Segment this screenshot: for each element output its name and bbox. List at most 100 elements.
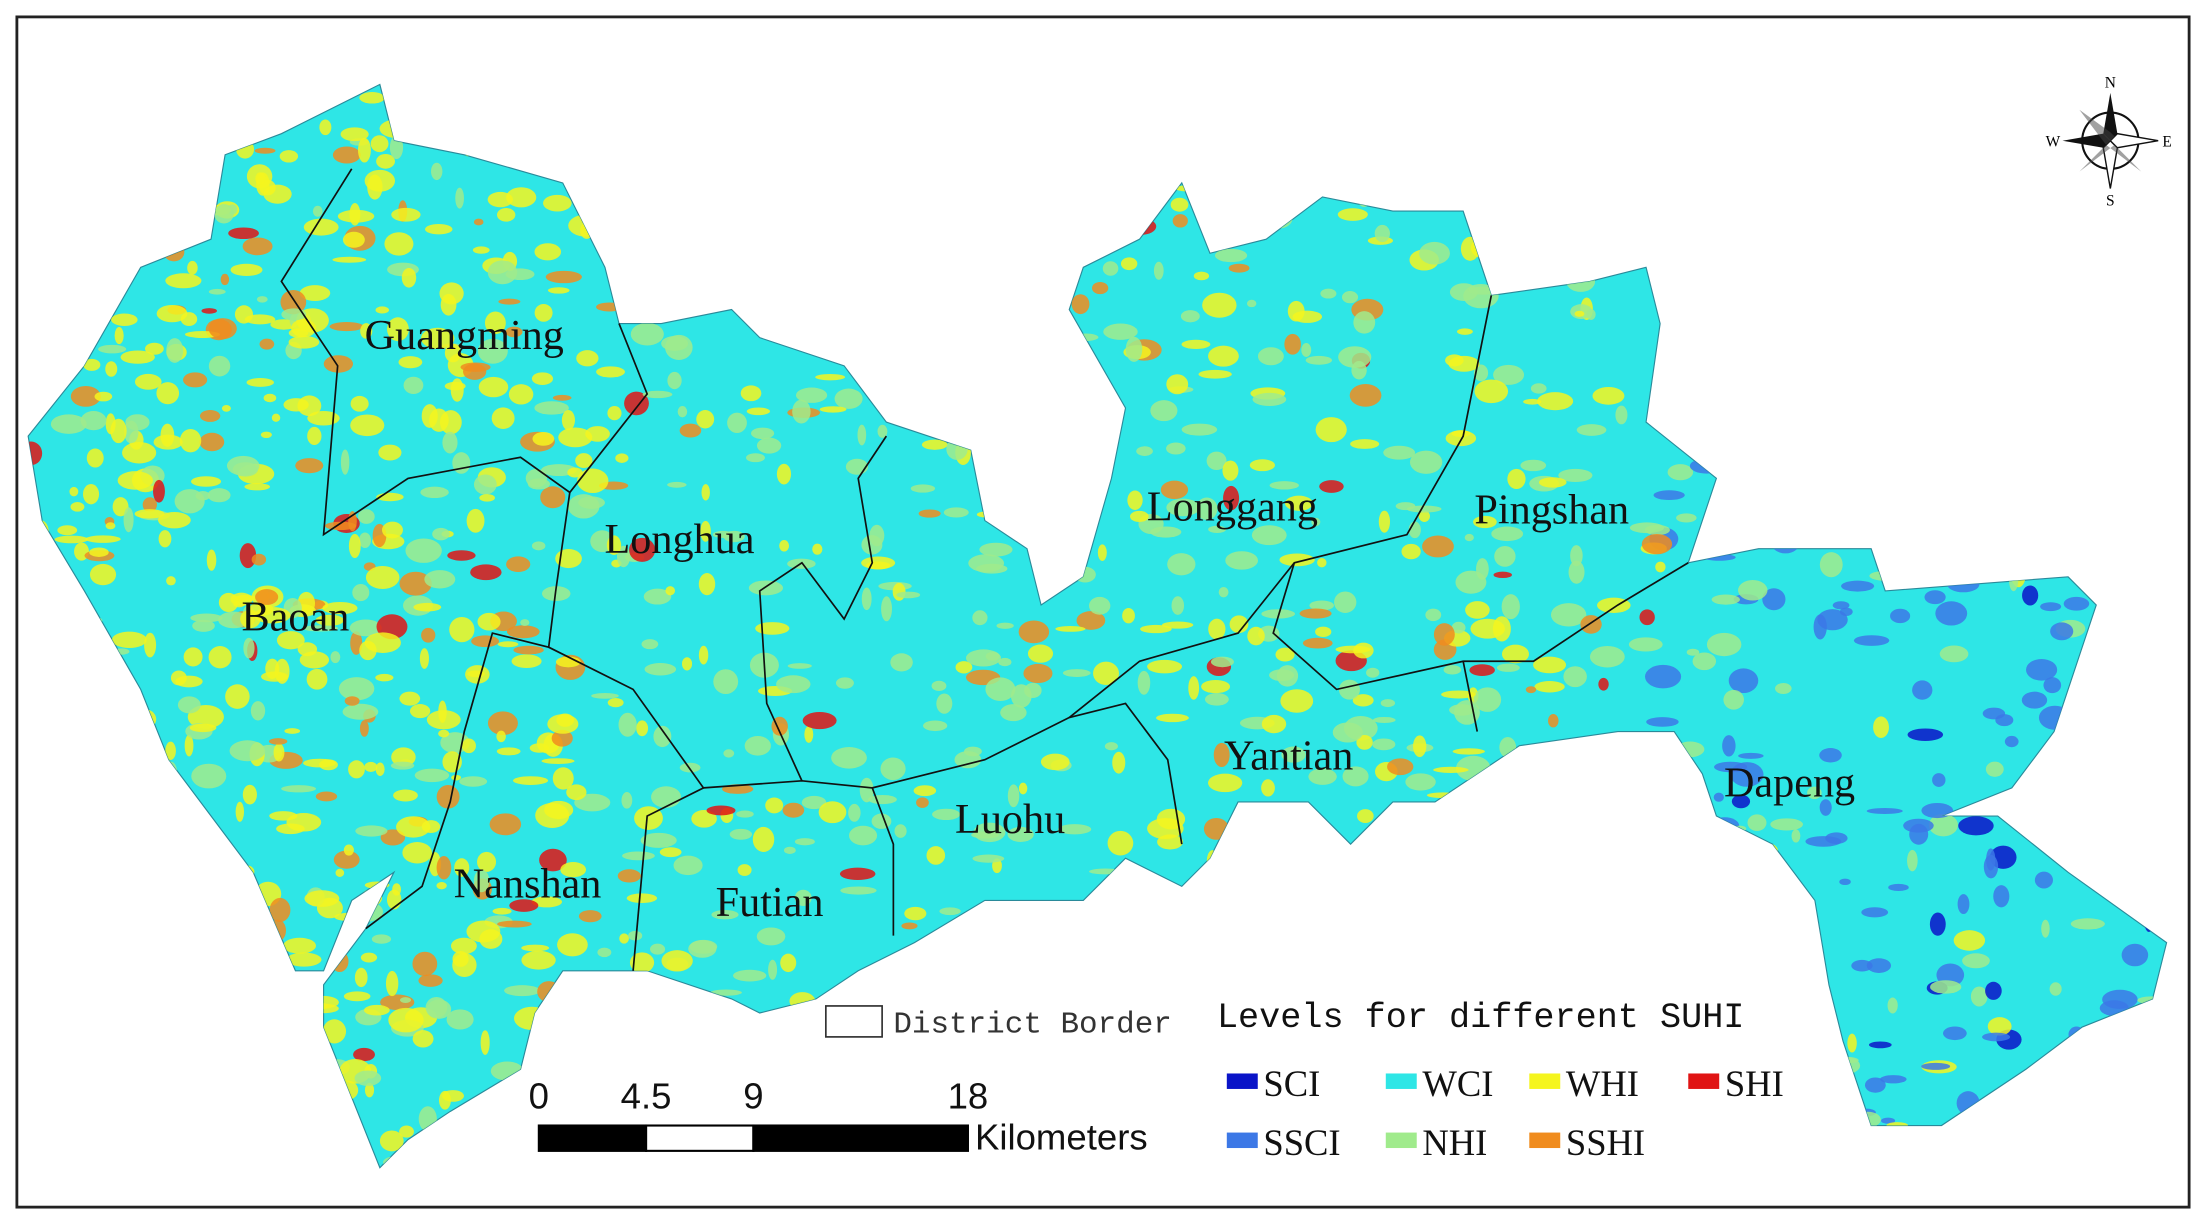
texture-patch — [303, 758, 336, 768]
texture-patch — [1406, 505, 1442, 513]
texture-patch — [424, 570, 456, 589]
texture-patch — [208, 288, 226, 295]
texture-patch — [629, 952, 655, 973]
texture-patch — [540, 486, 566, 509]
texture-patch — [1213, 742, 1230, 768]
texture-patch — [748, 580, 784, 596]
texture-patch — [965, 649, 1002, 667]
texture-patch — [1315, 626, 1332, 638]
texture-patch — [574, 793, 611, 812]
texture-patch — [359, 92, 385, 104]
texture-patch — [229, 740, 266, 762]
texture-patch — [1249, 459, 1275, 472]
texture-patch — [792, 399, 811, 424]
border-swatch — [824, 1005, 883, 1038]
texture-patch — [783, 846, 796, 854]
texture-patch — [418, 974, 443, 987]
texture-patch — [189, 723, 217, 733]
district-label: Longhua — [605, 516, 755, 563]
texture-patch — [208, 318, 237, 340]
texture-patch — [465, 665, 490, 684]
texture-patch — [871, 813, 892, 829]
texture-patch — [207, 488, 231, 503]
texture-patch — [1537, 392, 1574, 411]
texture-patch — [1692, 652, 1717, 671]
texture-patch — [1127, 490, 1143, 510]
texture-patch — [2040, 602, 2062, 612]
texture-patch — [1520, 459, 1547, 472]
texture-patch — [402, 842, 433, 864]
texture-patch — [1229, 615, 1249, 634]
texture-patch — [531, 896, 563, 908]
texture-patch — [303, 218, 339, 236]
texture-patch — [284, 728, 301, 734]
texture-patch — [454, 858, 470, 877]
texture-patch — [399, 571, 432, 596]
texture-patch — [80, 411, 107, 431]
texture-patch — [1866, 958, 1892, 973]
texture-patch — [279, 150, 299, 163]
texture-patch — [711, 910, 739, 920]
texture-patch — [1861, 907, 1889, 918]
texture-patch — [332, 146, 361, 164]
texture-patch — [1667, 464, 1694, 481]
texture-patch — [1366, 667, 1380, 678]
texture-patch — [521, 944, 550, 952]
texture-patch — [1731, 794, 1751, 809]
texture-patch — [1372, 716, 1396, 724]
district-border — [872, 702, 1183, 845]
texture-patch — [923, 720, 948, 732]
legend-label: SCI — [1263, 1063, 1320, 1104]
compass-s: S — [2106, 192, 2115, 209]
texture-patch — [208, 645, 232, 669]
texture-patch — [349, 202, 361, 226]
texture-patch — [1534, 681, 1565, 693]
legend-label: WCI — [1422, 1063, 1493, 1104]
texture-patch — [439, 410, 462, 435]
texture-patch — [322, 601, 358, 615]
texture-patch — [436, 785, 460, 809]
texture-patch — [269, 897, 291, 923]
texture-patch — [350, 631, 363, 655]
texture-patch — [1653, 490, 1685, 501]
district-label: Pingshan — [1474, 486, 1629, 533]
legend-label: SSHI — [1566, 1122, 1645, 1163]
texture-patch — [105, 522, 116, 530]
legend-swatch — [1688, 1073, 1720, 1089]
texture-patch — [1473, 515, 1497, 529]
texture-patch — [444, 381, 466, 391]
compass: N S E W — [2046, 74, 2172, 209]
border-label: District Border — [893, 1008, 1171, 1043]
texture-patch — [1592, 386, 1625, 405]
texture-patch — [1455, 570, 1487, 594]
texture-patch — [338, 677, 375, 701]
texture-patch — [399, 997, 412, 1003]
texture-patch — [191, 763, 227, 789]
texture-patch — [436, 856, 452, 880]
texture-patch — [348, 533, 361, 559]
texture-patch — [487, 260, 518, 285]
texture-patch — [479, 494, 495, 502]
texture-patch — [1568, 560, 1585, 584]
texture-patch — [626, 893, 658, 904]
texture-patch — [744, 735, 771, 756]
texture-patch — [1957, 894, 1970, 915]
texture-patch — [220, 273, 230, 286]
texture-patch — [268, 738, 288, 745]
texture-patch — [384, 232, 414, 256]
texture-patch — [242, 237, 273, 256]
texture-patch — [1092, 282, 1109, 295]
texture-patch — [28, 441, 43, 466]
texture-patch — [1839, 878, 1851, 886]
texture-patch — [145, 342, 164, 355]
texture-patch — [1356, 734, 1373, 750]
texture-patch — [1166, 374, 1189, 395]
texture-patch — [452, 953, 477, 977]
texture-patch — [539, 848, 567, 872]
texture-patch — [1530, 383, 1547, 394]
texture-patch — [496, 208, 516, 222]
texture-patch — [354, 1070, 382, 1086]
texture-patch — [1150, 526, 1182, 538]
texture-patch — [179, 428, 202, 453]
texture-patch — [1062, 669, 1091, 677]
